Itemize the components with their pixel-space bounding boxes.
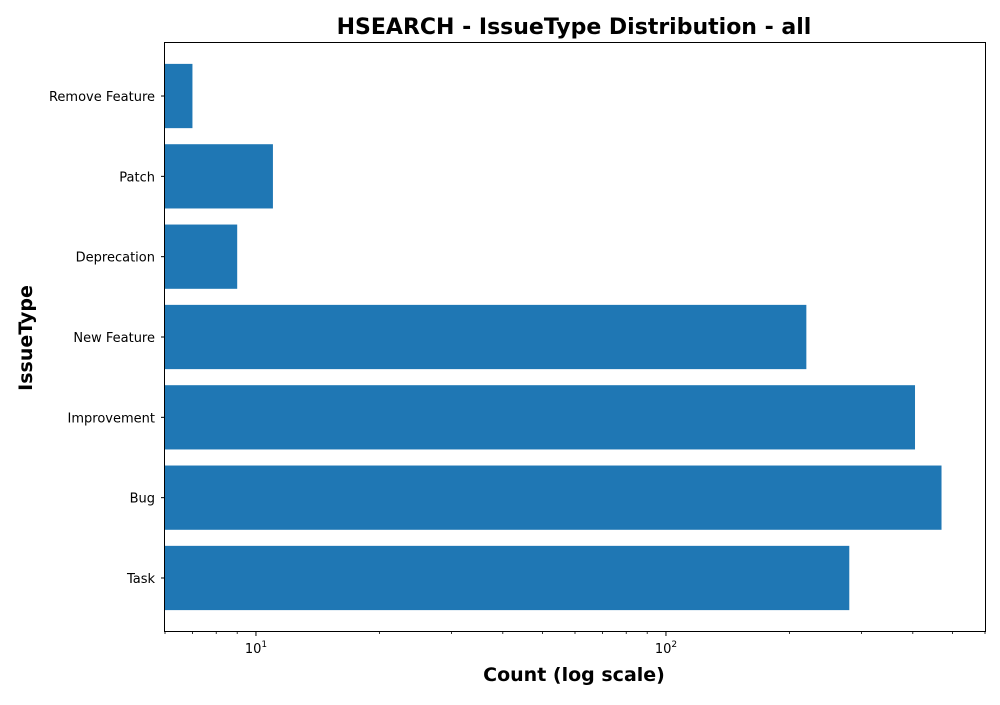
y-tick-label-task: Task (126, 572, 156, 587)
y-tick-label-deprecation: Deprecation (76, 251, 155, 266)
y-ticks-group: Task Bug Improvement New Feature Deprecation… (49, 90, 165, 587)
bar-remove-feature (165, 63, 193, 129)
x-tick-label-10: 101 (245, 640, 267, 657)
y-tick-label-improvement: Improvement (68, 411, 155, 426)
y-tick-label-new-feature: New Feature (73, 331, 155, 346)
chart-title: HSEARCH - IssueType Distribution - all (337, 15, 812, 40)
bar-new-feature (165, 304, 807, 370)
bars-group (165, 63, 942, 611)
plot-frame (164, 42, 986, 632)
bar-deprecation (165, 224, 238, 289)
y-tick-label-bug: Bug (130, 492, 155, 507)
bar-bug (165, 465, 942, 530)
y-axis-label: IssueType (15, 285, 37, 391)
x-tick-label-100: 102 (655, 640, 677, 657)
x-ticks-group: 101 102 (164, 631, 986, 657)
bar-task (165, 545, 850, 611)
y-tick-label-remove-feature: Remove Feature (49, 90, 155, 105)
x-axis-label: Count (log scale) (483, 664, 665, 686)
y-tick-label-patch: Patch (119, 170, 155, 185)
bar-patch (165, 144, 273, 209)
bar-improvement (165, 385, 916, 450)
